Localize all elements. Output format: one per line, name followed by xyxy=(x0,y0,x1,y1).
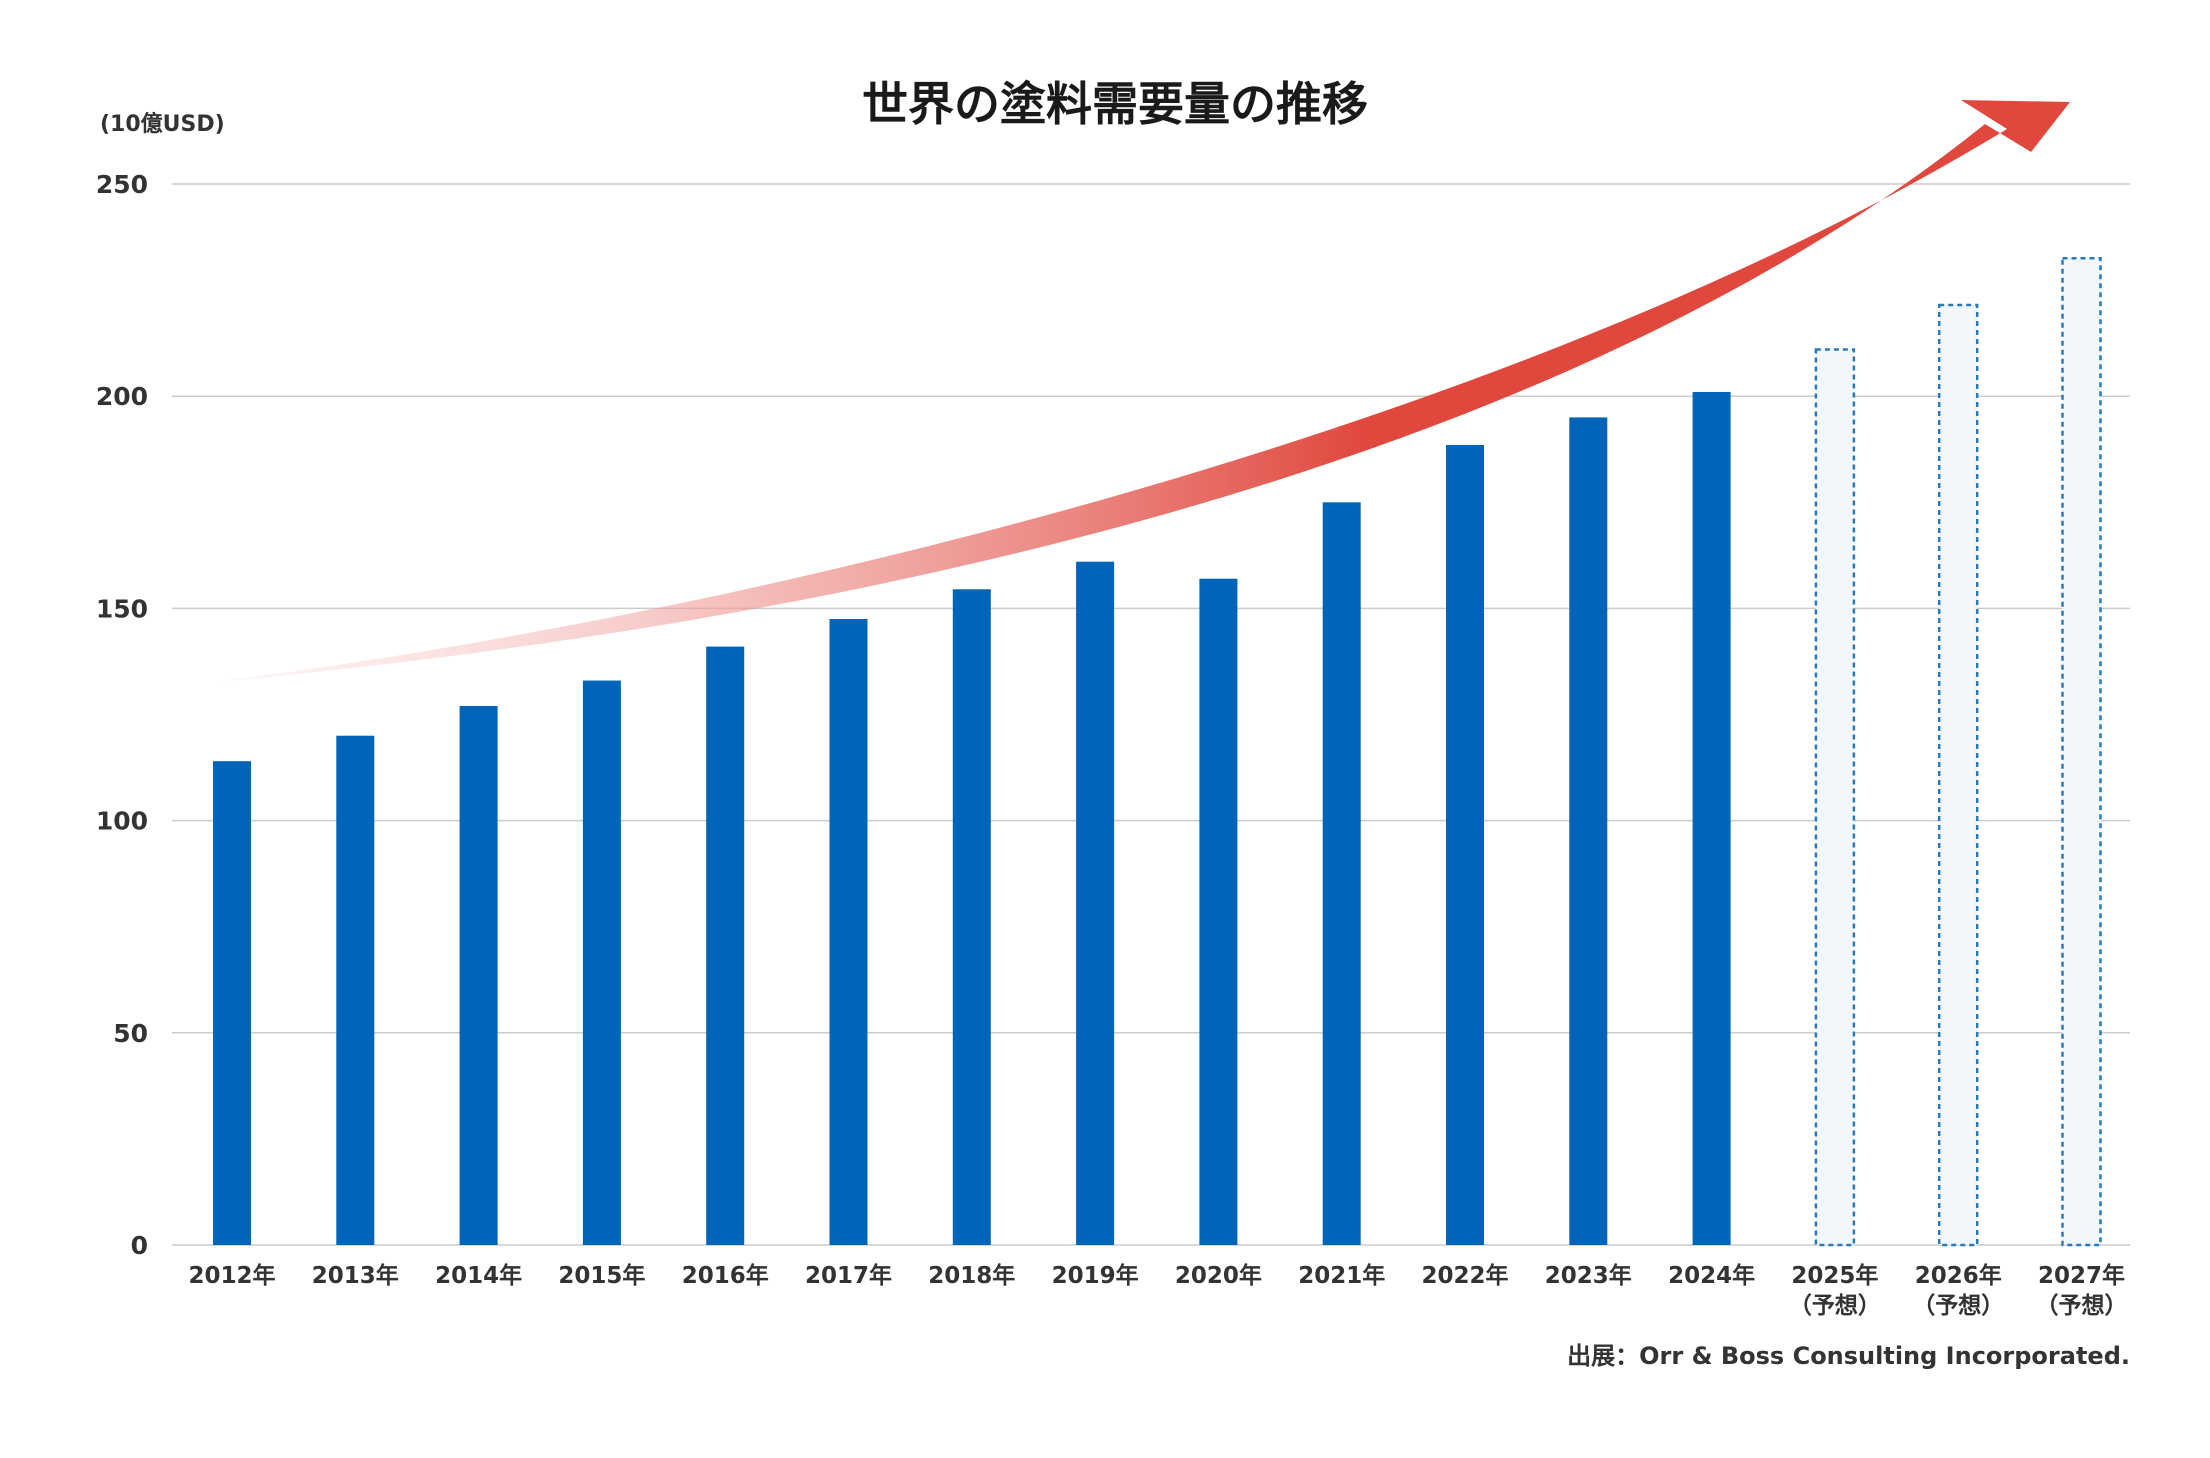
bar xyxy=(336,735,375,1245)
gridlines xyxy=(172,183,2130,1246)
bar xyxy=(582,680,621,1245)
bar xyxy=(829,619,868,1245)
y-tick-label: 50 xyxy=(113,1019,148,1048)
bar xyxy=(1199,578,1238,1245)
y-tick-label: 150 xyxy=(96,594,148,623)
x-tick-label: 2023年 xyxy=(1545,1262,1632,1289)
bar xyxy=(1569,417,1608,1245)
x-tick-label: 2027年 xyxy=(2038,1262,2125,1289)
bar xyxy=(1446,445,1484,1246)
forecast-bar xyxy=(2061,257,2102,1247)
y-unit-label: (10億USD) xyxy=(100,111,225,137)
bar xyxy=(706,646,745,1245)
chart-title: 世界の塗料需要量の推移 xyxy=(862,77,1368,131)
x-tick-sublabel: （予想） xyxy=(2036,1292,2128,1319)
bar xyxy=(952,589,991,1245)
x-tick-label: 2017年 xyxy=(805,1262,892,1289)
source-note: 出展：Orr & Boss Consulting Incorporated. xyxy=(1567,1342,2130,1370)
x-tick-label: 2020年 xyxy=(1175,1262,1262,1289)
trend-arrow-shape xyxy=(215,100,2070,682)
x-tick-label: 2018年 xyxy=(928,1262,1015,1289)
x-tick-sublabel: （予想） xyxy=(1789,1292,1881,1319)
bars xyxy=(213,257,2102,1247)
x-tick-label: 2014年 xyxy=(435,1262,522,1289)
bar xyxy=(459,706,498,1245)
bar xyxy=(1076,561,1115,1245)
y-tick-label: 100 xyxy=(96,807,148,836)
bar xyxy=(1692,391,1731,1245)
y-tick-label: 200 xyxy=(96,382,148,411)
trend-arrow xyxy=(215,100,2070,682)
y-tick-label: 0 xyxy=(131,1231,148,1260)
x-tick-label: 2013年 xyxy=(312,1262,399,1289)
x-axis-ticks: 2012年 2013年 2014年 2015年 2016年 2017年 2018年 2019年… xyxy=(188,1262,2127,1319)
bar xyxy=(213,761,251,1245)
forecast-bar xyxy=(1814,348,1856,1247)
y-axis-ticks: 0 50 100 150 200 250 xyxy=(96,170,148,1260)
bar xyxy=(1322,502,1361,1245)
x-tick-sublabel: （予想） xyxy=(1912,1292,2004,1319)
x-tick-label: 2012年 xyxy=(188,1262,275,1289)
x-tick-label: 2024年 xyxy=(1668,1262,1755,1289)
x-tick-label: 2021年 xyxy=(1298,1262,1385,1289)
y-tick-label: 250 xyxy=(96,170,148,199)
x-tick-label: 2025年 xyxy=(1791,1262,1878,1289)
x-tick-label: 2016年 xyxy=(682,1262,769,1289)
x-tick-label: 2026年 xyxy=(1915,1262,2002,1289)
x-tick-label: 2022年 xyxy=(1421,1262,1508,1289)
x-tick-label: 2015年 xyxy=(558,1262,645,1289)
forecast-bar xyxy=(1937,303,1979,1247)
x-tick-label: 2019年 xyxy=(1052,1262,1139,1289)
